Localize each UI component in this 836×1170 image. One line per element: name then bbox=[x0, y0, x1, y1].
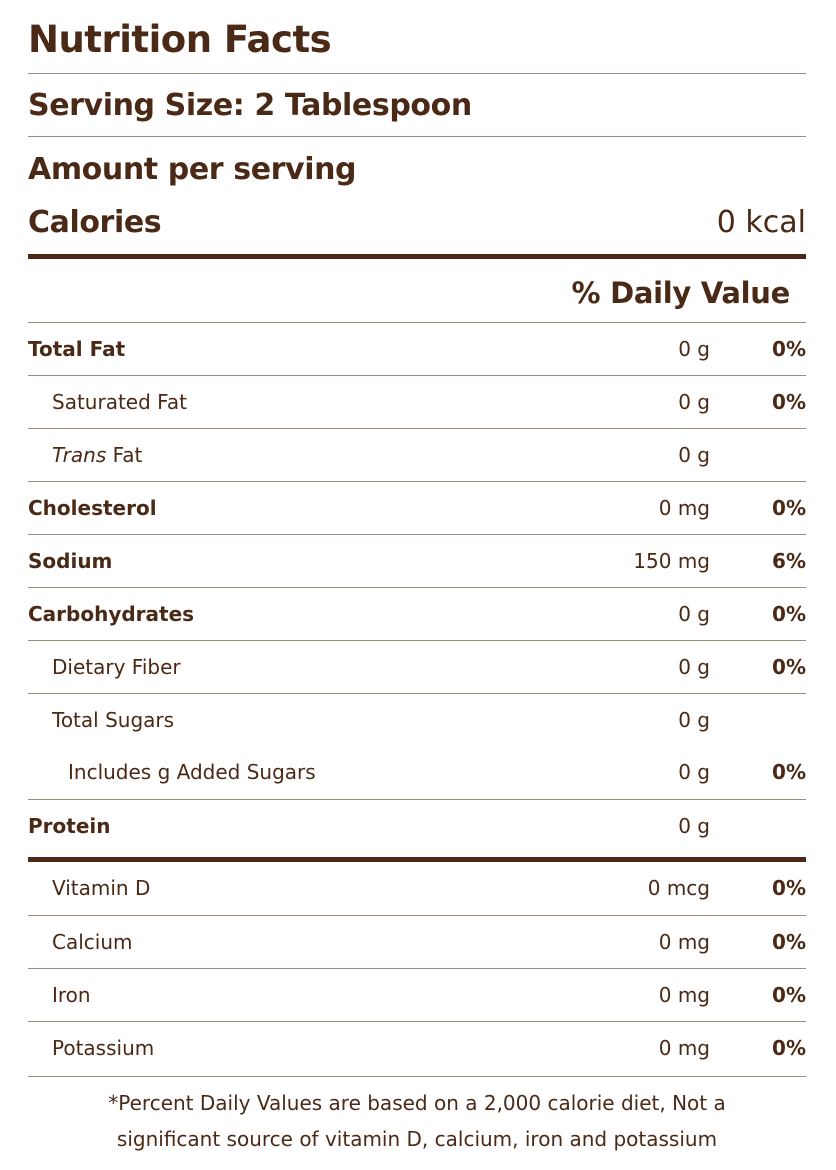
vitamin-row-vitamin-d: Vitamin D 0 mcg 0% bbox=[28, 862, 806, 915]
nutrient-name: Dietary Fiber bbox=[52, 655, 181, 679]
nutrient-amount: 0 g bbox=[678, 337, 710, 361]
daily-value-header: % Daily Value bbox=[571, 276, 791, 310]
nutrient-name: Carbohydrates bbox=[28, 602, 195, 626]
nutrient-name-italic: Trans bbox=[52, 443, 107, 467]
nutrient-row-dietary-fiber: Dietary Fiber 0 g 0% bbox=[28, 640, 806, 693]
vitamin-percent: 0% bbox=[772, 1036, 806, 1060]
vitamin-row-iron: Iron 0 mg 0% bbox=[28, 968, 806, 1021]
nutrient-row-carbohydrates: Carbohydrates 0 g 0% bbox=[28, 587, 806, 640]
vitamin-name: Vitamin D bbox=[52, 876, 151, 900]
vitamin-name: Potassium bbox=[52, 1036, 155, 1060]
vitamin-amount: 0 mg bbox=[658, 983, 710, 1007]
nutrient-row-saturated-fat: Saturated Fat 0 g 0% bbox=[28, 375, 806, 428]
nutrient-amount: 0 g bbox=[678, 443, 710, 467]
nutrient-row-sodium: Sodium 150 mg 6% bbox=[28, 534, 806, 587]
vitamin-percent: 0% bbox=[772, 876, 806, 900]
vitamin-table: Vitamin D 0 mcg 0% Calcium 0 mg 0% Iron … bbox=[28, 862, 806, 1074]
nutrient-row-cholesterol: Cholesterol 0 mg 0% bbox=[28, 481, 806, 534]
nutrient-amount: 0 g bbox=[678, 390, 710, 414]
nutrient-row-protein: Protein 0 g bbox=[28, 799, 806, 852]
footnote: *Percent Daily Values are based on a 2,0… bbox=[28, 1085, 806, 1157]
nutrient-row-total-fat: Total Fat 0 g 0% bbox=[28, 322, 806, 375]
nutrient-row-trans-fat: Trans Fat 0 g bbox=[28, 428, 806, 481]
nutrient-percent: 0% bbox=[772, 760, 806, 784]
nutrient-percent: 0% bbox=[772, 655, 806, 679]
vitamin-row-potassium: Potassium 0 mg 0% bbox=[28, 1021, 806, 1074]
nutrient-table: Total Fat 0 g 0% Saturated Fat 0 g 0% Tr… bbox=[28, 322, 806, 852]
nutrient-name: Total Fat bbox=[28, 337, 126, 361]
vitamin-percent: 0% bbox=[772, 983, 806, 1007]
nutrient-amount: 0 g bbox=[678, 760, 710, 784]
calories-value: 0 kcal bbox=[716, 205, 806, 240]
nutrient-name: Protein bbox=[28, 814, 111, 838]
vitamin-row-calcium: Calcium 0 mg 0% bbox=[28, 915, 806, 968]
nutrient-name: Cholesterol bbox=[28, 496, 157, 520]
nutrient-name: Includes g Added Sugars bbox=[68, 760, 316, 784]
divider bbox=[28, 1076, 806, 1077]
vitamin-percent: 0% bbox=[772, 930, 806, 954]
nutrient-name: Trans Fat bbox=[52, 429, 142, 482]
nutrient-row-added-sugars: Includes g Added Sugars 0 g 0% bbox=[28, 746, 806, 799]
vitamin-name: Iron bbox=[52, 983, 91, 1007]
amount-per-serving: Amount per serving bbox=[28, 152, 357, 187]
nutrient-percent: 0% bbox=[772, 602, 806, 626]
vitamin-name: Calcium bbox=[52, 930, 133, 954]
divider bbox=[28, 73, 806, 74]
nutrient-amount: 0 g bbox=[678, 814, 710, 838]
serving-size: Serving Size: 2 Tablespoon bbox=[28, 88, 472, 123]
nutrient-amount: 0 mg bbox=[658, 496, 710, 520]
nutrient-row-total-sugars: Total Sugars 0 g bbox=[28, 693, 806, 746]
nutrient-name: Sodium bbox=[28, 549, 113, 573]
vitamin-amount: 0 mg bbox=[658, 1036, 710, 1060]
thick-divider bbox=[28, 254, 806, 259]
divider bbox=[28, 136, 806, 137]
nutrient-name: Saturated Fat bbox=[52, 390, 187, 414]
nutrient-amount: 0 g bbox=[678, 655, 710, 679]
nutrient-name: Total Sugars bbox=[52, 708, 175, 732]
calories-label: Calories bbox=[28, 205, 162, 240]
vitamin-amount: 0 mcg bbox=[647, 876, 710, 900]
nutrient-percent: 6% bbox=[772, 549, 806, 573]
label-title: Nutrition Facts bbox=[28, 18, 332, 61]
thick-divider bbox=[28, 857, 806, 862]
nutrient-amount: 0 g bbox=[678, 602, 710, 626]
nutrient-amount: 150 mg bbox=[633, 549, 710, 573]
nutrient-percent: 0% bbox=[772, 390, 806, 414]
nutrient-amount: 0 g bbox=[678, 708, 710, 732]
nutrient-percent: 0% bbox=[772, 496, 806, 520]
vitamin-amount: 0 mg bbox=[658, 930, 710, 954]
footnote-line-1: *Percent Daily Values are based on a 2,0… bbox=[108, 1091, 726, 1115]
nutrient-percent: 0% bbox=[772, 337, 806, 361]
nutrient-name-rest: Fat bbox=[106, 443, 143, 467]
footnote-line-2: significant source of vitamin D, calcium… bbox=[116, 1127, 718, 1151]
